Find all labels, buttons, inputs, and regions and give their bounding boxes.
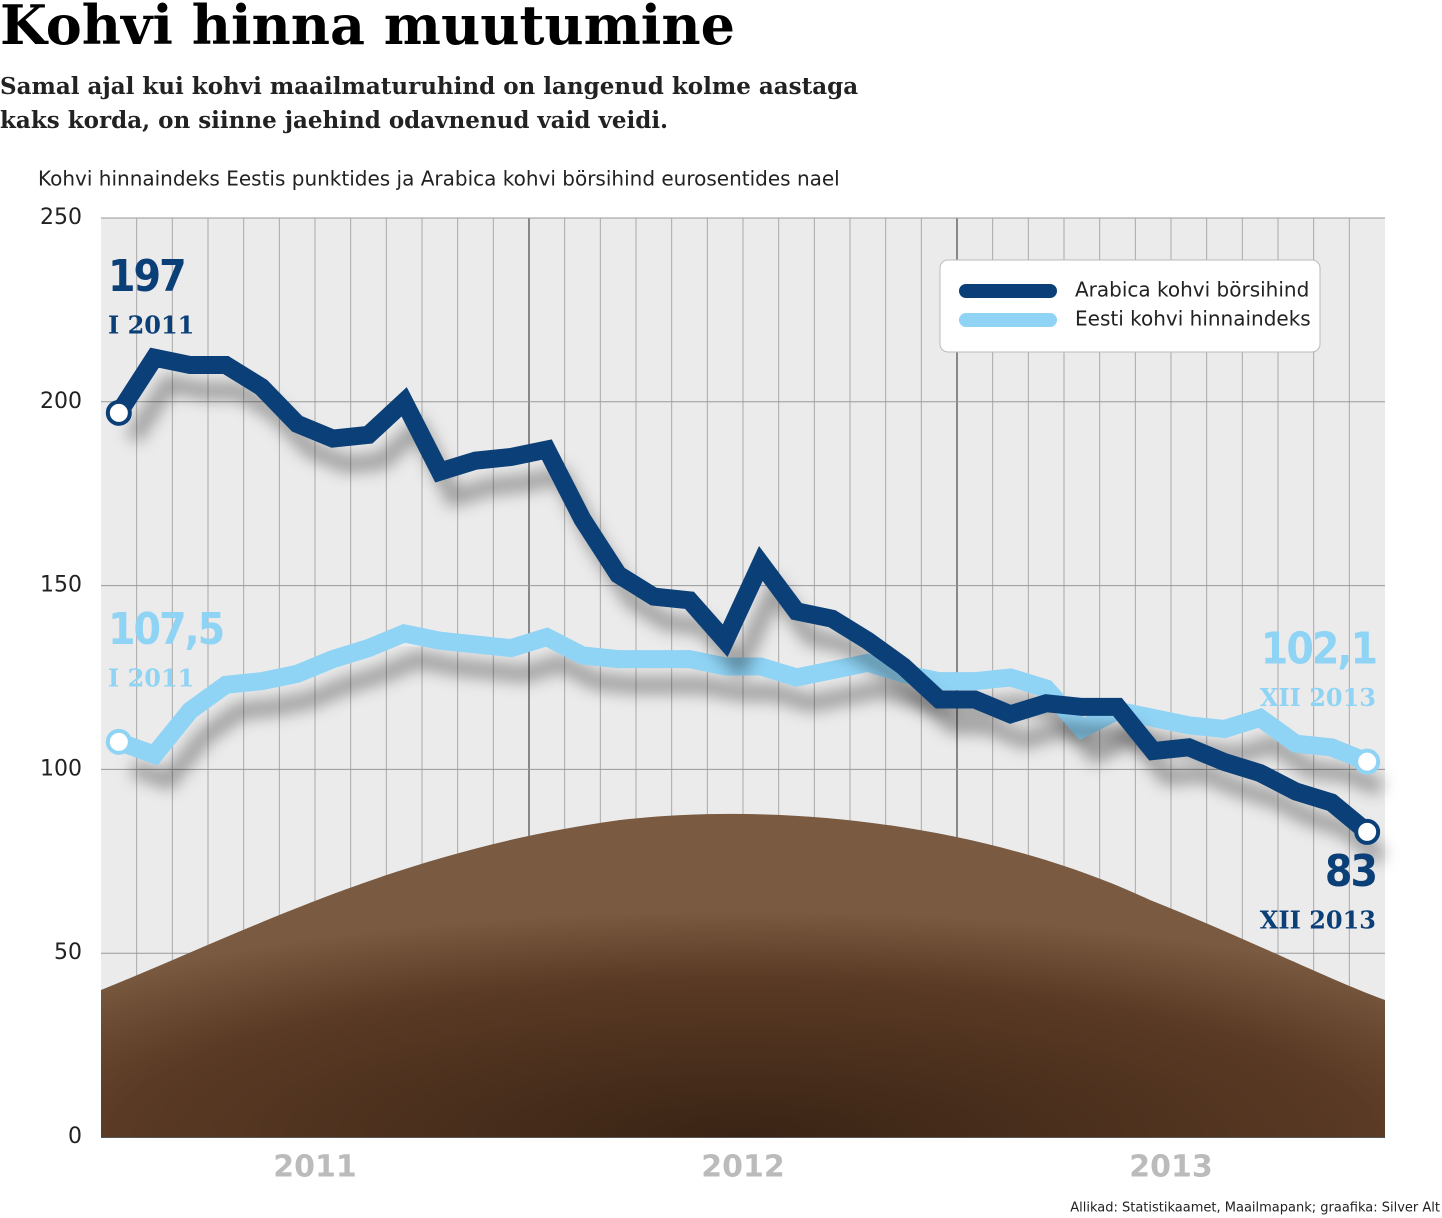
subtitle-box: Samal ajal kui kohvi maailmaturuhind on …: [0, 73, 859, 134]
legend-label: Arabica kohvi börsihind: [1075, 278, 1309, 302]
source: Allikad: Statistikaamet, Maailmapank; gr…: [1070, 1201, 1440, 1216]
value-label: 83: [1325, 846, 1376, 897]
x-year-label: 2011: [273, 1150, 357, 1185]
chart-title: Kohvi hinna muutumine: [0, 0, 735, 57]
date-label: I 2011: [108, 310, 194, 339]
end-point: [105, 728, 132, 755]
axis-title: Kohvi hinnaindeks Eestis punktides ja Ar…: [38, 167, 840, 191]
y-tick-label: 50: [54, 940, 82, 965]
value-label: 197: [108, 251, 185, 302]
date-label: I 2011: [108, 663, 194, 692]
series-line: [111, 347, 1373, 839]
y-tick-label: 250: [40, 205, 82, 230]
legend-box: [939, 259, 1321, 353]
end-point: [1354, 818, 1381, 845]
end-point: [105, 399, 132, 426]
y-tick-label: 200: [40, 389, 82, 414]
line-shadow: [126, 374, 1387, 865]
value-label: 107,5: [108, 604, 223, 655]
x-year-label: 2013: [1129, 1150, 1213, 1185]
date-label: XII 2013: [1260, 683, 1376, 712]
y-tick-label: 100: [40, 756, 82, 781]
end-point: [1354, 748, 1381, 775]
y-tick-label: 0: [68, 1124, 82, 1149]
chart-subtitle: Samal ajal kui kohvi maailmaturuhind on …: [0, 73, 859, 134]
coffee-beans: [101, 813, 1385, 1137]
date-label: XII 2013: [1260, 905, 1376, 934]
legend-label: Eesti kohvi hinnaindeks: [1075, 307, 1311, 331]
value-label: 102,1: [1261, 624, 1376, 675]
y-tick-label: 150: [40, 573, 82, 598]
x-year-label: 2012: [701, 1150, 785, 1185]
